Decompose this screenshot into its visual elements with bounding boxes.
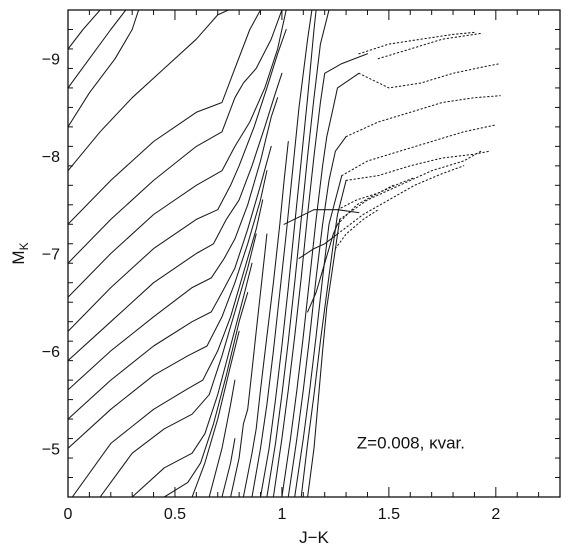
dotted-track-40 <box>336 165 465 235</box>
y-tick-label: −8 <box>42 149 60 166</box>
dotted-track-41 <box>336 176 416 225</box>
dotted-track-33 <box>358 31 475 55</box>
dotted-track-38 <box>345 150 490 181</box>
x-axis-label: J−K <box>299 528 329 547</box>
track-17 <box>208 379 236 497</box>
y-tick-label: −9 <box>42 52 60 69</box>
track-29 <box>307 218 341 497</box>
y-axis-label-main: M <box>9 250 28 264</box>
evolutionary-tracks <box>68 10 501 497</box>
x-tick-label: 1.5 <box>378 506 400 523</box>
track-28 <box>300 179 347 497</box>
y-tick-label: −7 <box>42 247 60 264</box>
track-5 <box>68 10 283 264</box>
track-21 <box>251 10 313 497</box>
track-9 <box>68 97 279 391</box>
y-axis-label-subscript: K <box>17 242 31 250</box>
plot-frame <box>67 9 561 498</box>
y-tick-label: −5 <box>42 441 60 458</box>
track-2 <box>68 10 140 128</box>
x-tick-label: 2 <box>491 506 500 523</box>
track-19 <box>230 233 268 497</box>
dotted-track-34 <box>377 32 482 60</box>
track-27 <box>294 175 343 497</box>
track-1 <box>68 10 127 89</box>
dotted-track-35 <box>358 63 501 89</box>
track-15 <box>163 291 249 497</box>
x-tick-label: 0.5 <box>164 506 186 523</box>
track-25 <box>281 72 360 497</box>
track-30 <box>283 209 360 225</box>
dotted-track-42 <box>336 184 394 211</box>
track-18 <box>221 438 236 497</box>
track-8 <box>68 72 283 362</box>
track-4 <box>68 10 262 225</box>
x-tick-label: 1 <box>277 506 286 523</box>
dotted-track-36 <box>345 95 501 138</box>
track-23 <box>266 10 330 497</box>
y-axis-label: MK <box>9 242 31 264</box>
track-20 <box>242 140 289 497</box>
track-0 <box>68 10 101 50</box>
metallicity-annotation: Z=0.008, κvar. <box>357 433 465 452</box>
track-13 <box>99 233 257 497</box>
x-tick-label: 0 <box>64 506 73 523</box>
dotted-track-43 <box>334 209 379 250</box>
track-6 <box>68 10 287 298</box>
axis-ticks <box>67 9 561 498</box>
track-16 <box>191 330 240 497</box>
axis-tick-labels: 0 0.5 1 1.5 2 −5 −6 −7 −8 −9 <box>42 52 501 523</box>
track-12 <box>71 199 264 497</box>
track-31 <box>298 233 339 259</box>
track-24 <box>272 53 369 497</box>
track-7 <box>68 28 287 332</box>
track-10 <box>68 145 272 420</box>
track-32 <box>307 223 339 313</box>
dotted-track-37 <box>341 124 497 177</box>
dotted-track-39 <box>339 150 482 220</box>
track-26 <box>287 136 347 497</box>
track-22 <box>259 10 317 497</box>
track-11 <box>68 170 268 449</box>
y-tick-label: −6 <box>42 344 60 361</box>
track-14 <box>131 262 253 497</box>
